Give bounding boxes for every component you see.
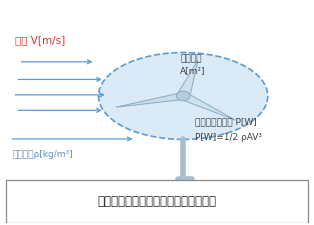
- Text: P[W]=1/2 ρAV³: P[W]=1/2 ρAV³: [195, 133, 263, 142]
- Text: 空気密度ρ[kg/m³]: 空気密度ρ[kg/m³]: [12, 150, 73, 159]
- Polygon shape: [179, 93, 236, 120]
- Ellipse shape: [99, 52, 268, 140]
- Text: 風速 V[m/s]: 風速 V[m/s]: [15, 35, 66, 45]
- Text: 風力エネルギー P[W]: 風力エネルギー P[W]: [195, 117, 257, 126]
- Polygon shape: [116, 93, 185, 107]
- FancyBboxPatch shape: [6, 180, 308, 223]
- Text: 受風面積
A[m²]: 受風面積 A[m²]: [180, 55, 206, 75]
- Circle shape: [176, 91, 190, 101]
- Polygon shape: [176, 61, 198, 97]
- Text: 図１　風力エネルギー算出式の概念図: 図１ 風力エネルギー算出式の概念図: [98, 195, 216, 208]
